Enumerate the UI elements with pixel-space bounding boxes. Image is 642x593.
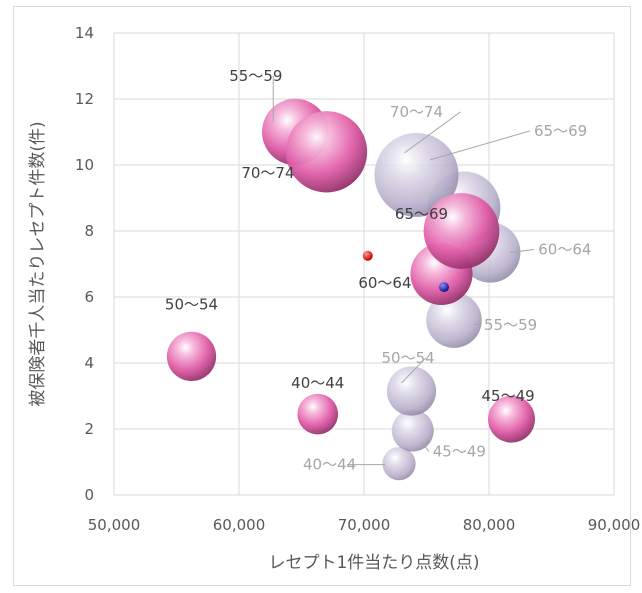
leader-line bbox=[429, 130, 531, 161]
bubble-label: 40〜44 bbox=[303, 456, 356, 474]
bubble-label: 50〜54 bbox=[382, 349, 435, 367]
pink-bubble bbox=[297, 393, 339, 435]
pink-bubble bbox=[166, 331, 217, 382]
leader-line bbox=[422, 442, 430, 452]
lavender-bubble bbox=[374, 132, 459, 217]
bubble-label: 40〜44 bbox=[291, 374, 344, 392]
y-tick-label: 8 bbox=[84, 222, 94, 240]
bubble-label: 70〜74 bbox=[390, 103, 443, 121]
bubble-label: 50〜54 bbox=[165, 295, 218, 313]
leader-line bbox=[510, 248, 535, 253]
x-tick-label: 50,000 bbox=[88, 516, 141, 534]
blue-marker bbox=[439, 282, 449, 293]
bubble-label: 55〜59 bbox=[484, 316, 537, 334]
leader-line bbox=[404, 111, 461, 154]
y-tick-label: 12 bbox=[75, 90, 94, 108]
bubble-label: 65〜69 bbox=[395, 205, 448, 223]
y-tick-label: 6 bbox=[84, 288, 94, 306]
lavender-bubble bbox=[382, 447, 416, 481]
x-tick-label: 70,000 bbox=[338, 516, 391, 534]
red-marker bbox=[362, 250, 373, 261]
y-tick-label: 2 bbox=[84, 420, 94, 438]
y-axis-title: 被保険者千人当たりレセプト件数(件) bbox=[28, 121, 48, 406]
bubble-label: 55〜59 bbox=[229, 67, 282, 85]
bubble-label: 45〜49 bbox=[482, 387, 535, 405]
bubble-label: 70〜74 bbox=[241, 164, 294, 182]
bubble-label: 60〜64 bbox=[358, 274, 411, 292]
bubbles bbox=[166, 98, 535, 481]
bubble-label: 60〜64 bbox=[538, 240, 591, 258]
lavender-bubble bbox=[386, 366, 437, 416]
y-tick-label: 0 bbox=[84, 486, 94, 504]
gridlines bbox=[113, 32, 615, 496]
pink-bubble bbox=[423, 193, 500, 269]
pink-bubble bbox=[285, 111, 368, 193]
bubble-label: 45〜49 bbox=[433, 443, 486, 461]
pink-bubble bbox=[488, 395, 535, 443]
lavender-bubble bbox=[426, 292, 482, 348]
y-tick-label: 10 bbox=[75, 156, 94, 174]
leader-line bbox=[473, 323, 481, 326]
x-tick-label: 60,000 bbox=[213, 516, 266, 534]
tick-labels: 0 2 4 6 8 10 12 14 50,000 60,000 70,000 80,000 90,00… bbox=[75, 24, 640, 534]
y-tick-label: 14 bbox=[75, 24, 94, 42]
bubble-labels: 40〜44 45〜49 50〜54 55〜59 60〜64 65〜69 70〜74 40〜44… bbox=[165, 67, 592, 474]
x-tick-label: 90,000 bbox=[588, 516, 641, 534]
y-tick-label: 4 bbox=[84, 354, 94, 372]
lavender-bubble bbox=[391, 409, 434, 452]
chart-frame bbox=[13, 6, 631, 586]
x-axis-title: レセプト1件当たり点数(点) bbox=[268, 553, 479, 573]
bubble-label: 65〜69 bbox=[534, 122, 587, 140]
x-tick-label: 80,000 bbox=[463, 516, 516, 534]
leader-line bbox=[401, 357, 426, 384]
